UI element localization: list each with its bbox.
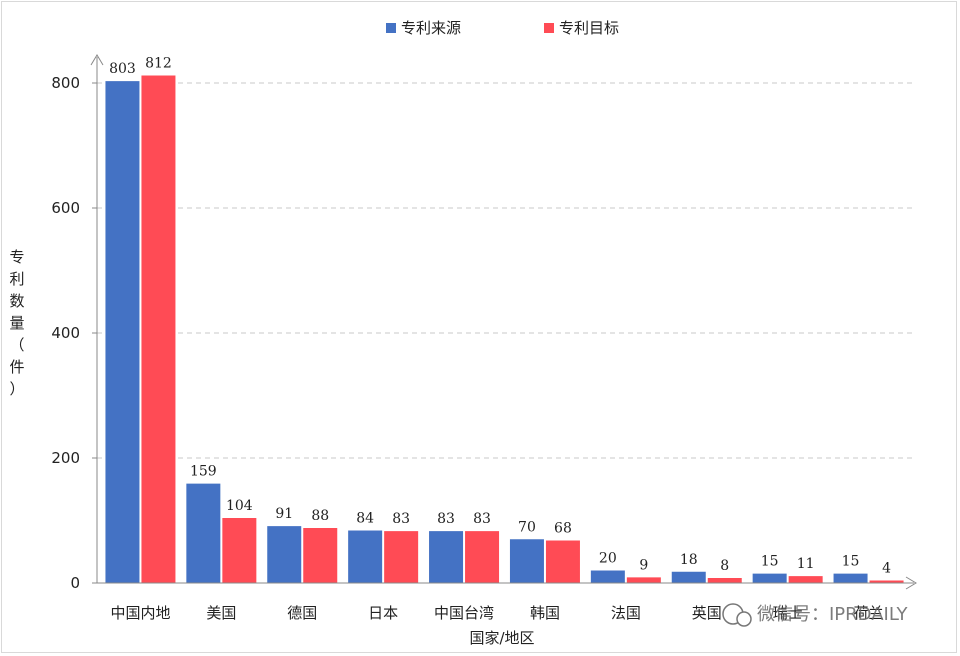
bar-target bbox=[465, 531, 500, 583]
x-tick-label: 韩国 bbox=[530, 604, 560, 622]
bar-target bbox=[707, 578, 742, 583]
x-tick-label: 中国台湾 bbox=[434, 604, 494, 622]
x-tick-label: 德国 bbox=[287, 604, 317, 622]
y-tick-label: 600 bbox=[51, 199, 80, 217]
legend-label-target: 专利目标 bbox=[559, 19, 619, 37]
legend-swatch-target bbox=[544, 23, 554, 33]
bar-source bbox=[105, 81, 140, 583]
y-axis-title-char: （ bbox=[9, 336, 24, 354]
data-label: 18 bbox=[680, 552, 698, 568]
data-label: 70 bbox=[518, 519, 536, 535]
bar-target bbox=[869, 580, 904, 583]
data-label: 803 bbox=[109, 61, 136, 77]
data-label: 91 bbox=[275, 506, 293, 522]
x-tick-label: 法国 bbox=[611, 604, 641, 622]
x-tick-label: 美国 bbox=[206, 604, 236, 622]
bar-target bbox=[384, 531, 419, 583]
bar-target bbox=[303, 528, 338, 583]
bar-source bbox=[348, 530, 383, 583]
data-label: 83 bbox=[437, 511, 455, 527]
bar-target bbox=[222, 518, 257, 583]
bar-source bbox=[429, 531, 464, 583]
watermark: 微信号：IPRDAILY bbox=[722, 603, 908, 627]
y-tick-label: 800 bbox=[51, 74, 80, 92]
data-label: 68 bbox=[554, 521, 572, 537]
x-tick-labels: 中国内地 美国 德国 日本 中国台湾 韩国 法国 英国 瑞士 荷兰 bbox=[110, 604, 883, 622]
bar-target bbox=[626, 577, 661, 583]
bar-source bbox=[833, 573, 868, 583]
y-tick-label: 0 bbox=[70, 574, 80, 592]
y-tick-labels: 0 200 400 600 800 bbox=[51, 74, 80, 592]
bar-target bbox=[141, 75, 176, 583]
x-axis-title: 国家/地区 bbox=[469, 629, 534, 647]
legend: 专利来源 专利目标 bbox=[386, 19, 619, 37]
bar-target bbox=[545, 540, 580, 583]
y-tick-label: 400 bbox=[51, 324, 80, 342]
bar-source bbox=[509, 539, 544, 583]
legend-swatch-source bbox=[386, 23, 396, 33]
data-label: 15 bbox=[761, 554, 779, 570]
axes bbox=[90, 54, 917, 590]
y-axis-arrow bbox=[90, 54, 104, 66]
data-label: 4 bbox=[882, 561, 891, 577]
bar-source bbox=[186, 483, 221, 583]
y-axis-title-char: 专 bbox=[9, 248, 24, 266]
data-label: 11 bbox=[797, 556, 815, 572]
y-axis-title-char: ） bbox=[9, 380, 24, 398]
legend-label-source: 专利来源 bbox=[401, 19, 461, 37]
x-tick-label: 荷兰 bbox=[854, 604, 884, 622]
gridlines bbox=[92, 82, 914, 584]
y-axis-title-char: 量 bbox=[9, 314, 24, 332]
x-tick-label: 中国内地 bbox=[110, 604, 170, 622]
data-label: 8 bbox=[720, 558, 729, 574]
data-label: 84 bbox=[356, 511, 374, 527]
data-label: 15 bbox=[842, 554, 860, 570]
data-label: 83 bbox=[473, 511, 491, 527]
bar-source bbox=[671, 571, 706, 583]
bar-target bbox=[788, 576, 823, 583]
x-tick-label: 瑞士 bbox=[773, 604, 803, 622]
data-label: 20 bbox=[599, 551, 617, 567]
data-label: 88 bbox=[311, 508, 329, 524]
bars bbox=[105, 75, 904, 583]
y-tick-label: 200 bbox=[51, 449, 80, 467]
y-axis-title-char: 件 bbox=[9, 358, 24, 376]
bar-source bbox=[590, 570, 625, 583]
watermark-text: 微信号：IPRDAILY bbox=[757, 604, 908, 625]
y-axis-title-char: 利 bbox=[9, 270, 24, 288]
bar-source bbox=[752, 573, 787, 583]
wechat-icon-small bbox=[736, 611, 752, 627]
x-tick-label: 英国 bbox=[692, 604, 722, 622]
x-axis-arrow bbox=[905, 576, 917, 590]
x-tick-label: 日本 bbox=[368, 604, 398, 622]
data-label: 104 bbox=[226, 498, 253, 514]
data-label: 159 bbox=[190, 464, 217, 480]
bar-source bbox=[267, 526, 302, 583]
data-label: 9 bbox=[639, 557, 648, 573]
y-axis-title-char: 数 bbox=[9, 292, 24, 310]
data-label: 83 bbox=[392, 511, 410, 527]
data-label: 812 bbox=[145, 56, 172, 72]
